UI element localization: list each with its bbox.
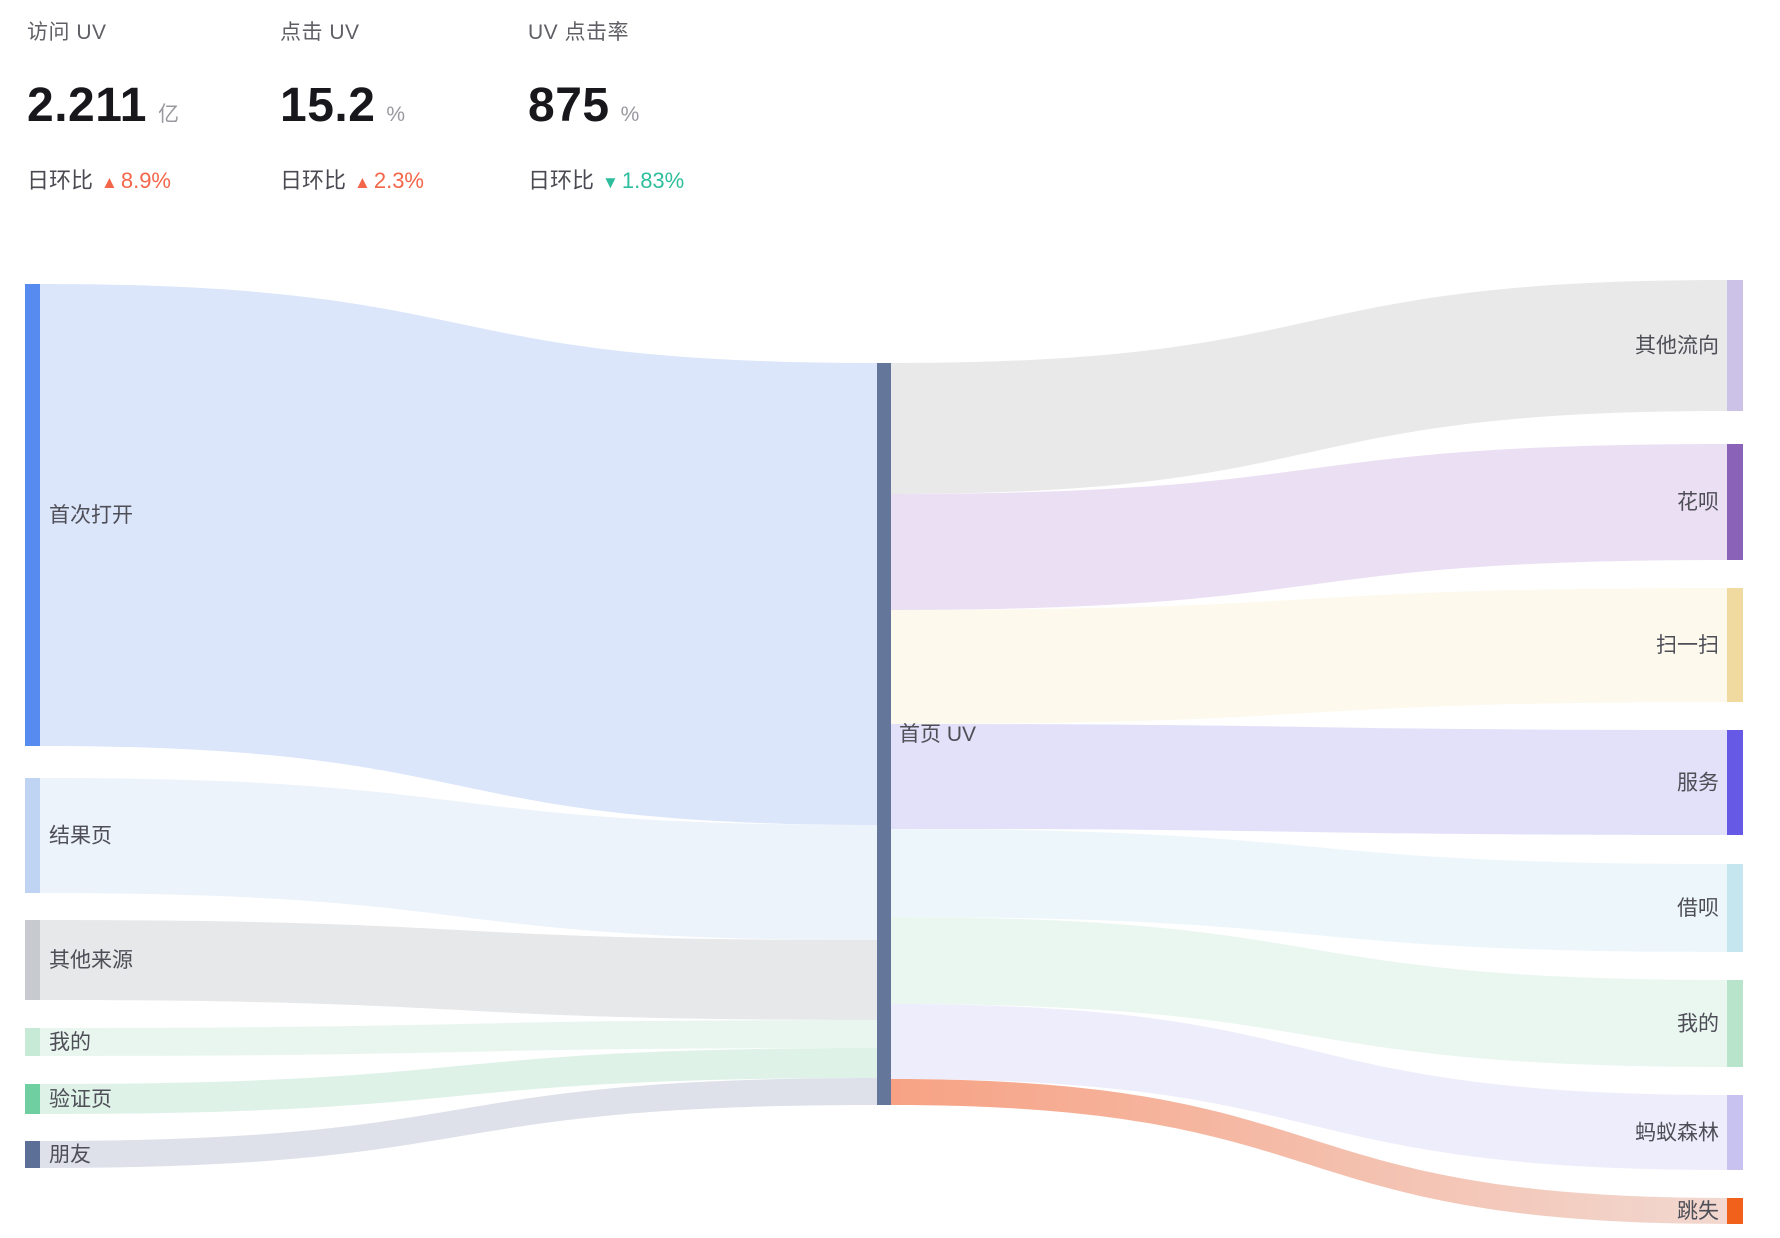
sankey-label-friends: 朋友: [49, 1144, 91, 1167]
sankey-flow-other-flow[interactable]: [891, 280, 1727, 494]
metric-visit-uv: 访问 UV 2.211 亿 日环比 ▲ 8.9%: [27, 16, 179, 195]
metric-unit: %: [620, 103, 640, 126]
delta-up-icon: ▲: [101, 173, 118, 192]
sankey-label-huabei: 花呗: [1677, 491, 1719, 514]
sankey-flow-jiebei[interactable]: [891, 829, 1727, 952]
sankey-source-node-other-source[interactable]: [25, 920, 40, 1000]
sankey-label-other-flow: 其他流向: [1635, 335, 1719, 358]
metric-title: 访问 UV: [27, 21, 107, 44]
sankey-source-node-first-open[interactable]: [25, 284, 40, 746]
sankey-label-service: 服务: [1677, 772, 1719, 795]
sankey-label-mine-dst: 我的: [1677, 1013, 1719, 1036]
sankey-target-node-scan[interactable]: [1727, 588, 1743, 702]
sankey-source-node-friends[interactable]: [25, 1141, 40, 1168]
kpi-header: 访问 UV 2.211 亿 日环比 ▲ 8.9% 点击 UV 15.2 % 日环…: [0, 0, 1780, 215]
sankey-label-result-page: 结果页: [49, 825, 112, 848]
sankey-flow-result-page[interactable]: [40, 778, 877, 940]
sankey-flow-verify-page[interactable]: [40, 1048, 877, 1114]
sankey-target-node-mine-dst[interactable]: [1727, 980, 1743, 1067]
sankey-label-first-open: 首次打开: [49, 504, 133, 527]
sankey-flow-first-open[interactable]: [40, 284, 877, 825]
sankey-label-bounce: 跳失: [1677, 1200, 1719, 1223]
sankey-flow-ant-forest[interactable]: [891, 1004, 1727, 1170]
metric-delta-value: 1.83%: [621, 168, 685, 193]
metric-click-uv: 点击 UV 15.2 % 日环比 ▲ 2.3%: [280, 16, 424, 195]
metric-delta-value: 2.3%: [373, 168, 424, 193]
sankey-target-node-other-flow[interactable]: [1727, 280, 1743, 411]
sankey-flow-bounce[interactable]: [891, 1079, 1727, 1224]
metric-title: 点击 UV: [280, 21, 360, 44]
metric-title: UV 点击率: [528, 21, 630, 44]
sankey-target-node-huabei[interactable]: [1727, 444, 1743, 560]
metric-uv-ctr: UV 点击率 875 % 日环比 ▼ 1.83%: [528, 16, 684, 195]
sankey-label-scan: 扫一扫: [1656, 634, 1719, 657]
sankey-flow-huabei[interactable]: [891, 444, 1727, 610]
sankey-label-ant-forest: 蚂蚁森林: [1635, 1122, 1719, 1145]
sankey-target-node-service[interactable]: [1727, 730, 1743, 835]
delta-down-icon: ▼: [602, 173, 619, 192]
delta-up-icon: ▲: [354, 173, 371, 192]
sankey-source-node-verify-page[interactable]: [25, 1084, 40, 1114]
sankey-flow-mine-src[interactable]: [40, 1020, 877, 1056]
sankey-flow-other-source[interactable]: [40, 920, 877, 1020]
metric-unit: 亿: [157, 103, 179, 126]
sankey-target-node-ant-forest[interactable]: [1727, 1095, 1743, 1170]
sankey-label-verify-page: 验证页: [49, 1088, 112, 1111]
metric-compare-label: 日环比: [27, 168, 94, 193]
sankey-flow-service[interactable]: [891, 724, 1727, 835]
sankey-flow-mine-dst[interactable]: [891, 917, 1727, 1067]
metric-value: 2.211: [27, 79, 147, 132]
sankey-target-node-bounce[interactable]: [1727, 1198, 1743, 1224]
sankey-label-other-source: 其他来源: [49, 949, 133, 972]
sankey-label-home-uv: 首页 UV: [899, 723, 976, 746]
sankey-label-mine-src: 我的: [49, 1031, 91, 1054]
sankey-flow-scan[interactable]: [891, 588, 1727, 724]
sankey-label-jiebei: 借呗: [1677, 897, 1719, 920]
metric-value: 15.2: [280, 79, 376, 132]
sankey-source-node-mine-src[interactable]: [25, 1028, 40, 1056]
metric-delta-value: 8.9%: [120, 168, 171, 193]
metric-compare-label: 日环比: [528, 168, 595, 193]
sankey-center-node-home-uv[interactable]: [877, 363, 891, 1105]
metric-unit: %: [386, 103, 406, 126]
sankey-source-node-result-page[interactable]: [25, 778, 40, 893]
metric-compare-label: 日环比: [280, 168, 347, 193]
sankey-flow-friends[interactable]: [40, 1078, 877, 1168]
sankey-target-node-jiebei[interactable]: [1727, 864, 1743, 952]
metric-value: 875: [528, 79, 610, 132]
